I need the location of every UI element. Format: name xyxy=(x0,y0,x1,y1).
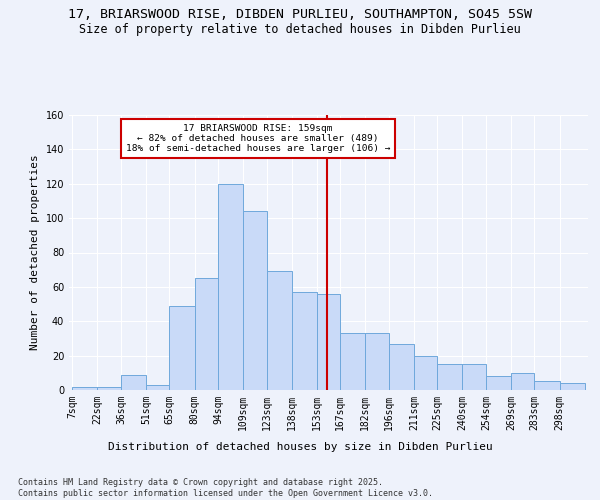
Bar xyxy=(266,272,292,390)
Bar xyxy=(194,278,218,390)
Bar xyxy=(146,385,169,390)
Bar xyxy=(340,334,365,390)
Bar xyxy=(97,386,121,390)
Bar xyxy=(169,306,194,390)
Text: Distribution of detached houses by size in Dibden Purlieu: Distribution of detached houses by size … xyxy=(107,442,493,452)
Text: Contains HM Land Registry data © Crown copyright and database right 2025.
Contai: Contains HM Land Registry data © Crown c… xyxy=(18,478,433,498)
Bar xyxy=(73,386,97,390)
Bar xyxy=(463,364,486,390)
Bar xyxy=(511,373,535,390)
Bar xyxy=(414,356,437,390)
Y-axis label: Number of detached properties: Number of detached properties xyxy=(30,154,40,350)
Text: Size of property relative to detached houses in Dibden Purlieu: Size of property relative to detached ho… xyxy=(79,22,521,36)
Bar xyxy=(437,364,463,390)
Text: 17 BRIARSWOOD RISE: 159sqm
← 82% of detached houses are smaller (489)
18% of sem: 17 BRIARSWOOD RISE: 159sqm ← 82% of deta… xyxy=(126,124,391,154)
Bar xyxy=(292,292,317,390)
Bar xyxy=(560,383,584,390)
Bar xyxy=(389,344,414,390)
Bar xyxy=(243,211,266,390)
Bar xyxy=(317,294,340,390)
Bar xyxy=(535,382,560,390)
Bar xyxy=(218,184,243,390)
Bar xyxy=(121,374,146,390)
Text: 17, BRIARSWOOD RISE, DIBDEN PURLIEU, SOUTHAMPTON, SO45 5SW: 17, BRIARSWOOD RISE, DIBDEN PURLIEU, SOU… xyxy=(68,8,532,20)
Bar xyxy=(365,334,389,390)
Bar xyxy=(486,376,511,390)
